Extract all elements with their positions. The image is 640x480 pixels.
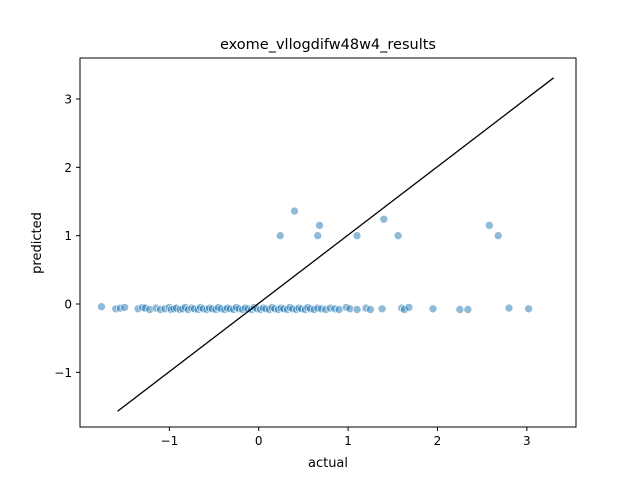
data-point	[504, 303, 514, 313]
data-point	[428, 304, 438, 314]
chart-title: exome_vllogdifw48w4_results	[220, 37, 436, 53]
x-tick-label: 3	[523, 434, 531, 448]
x-tick-label: −1	[161, 434, 179, 448]
x-axis-label: actual	[308, 456, 348, 471]
data-point	[393, 231, 403, 240]
data-point	[290, 206, 299, 216]
data-point	[455, 305, 465, 314]
y-axis-label: predicted	[30, 212, 45, 274]
plot-frame	[79, 57, 577, 428]
data-point	[352, 305, 362, 314]
data-point	[345, 304, 355, 314]
x-tick-label: 1	[344, 434, 352, 448]
y-tick-label: 0	[64, 298, 72, 312]
data-point	[463, 305, 473, 314]
data-point	[275, 231, 285, 240]
data-point	[404, 303, 414, 312]
data-point	[377, 304, 387, 314]
data-point	[485, 221, 494, 230]
x-axis-ticks: −1 0 1 2 3	[161, 427, 531, 448]
data-point	[493, 231, 503, 240]
data-point	[366, 305, 375, 314]
data-point	[313, 231, 323, 240]
data-point	[352, 231, 362, 240]
data-point	[97, 302, 106, 312]
y-tick-label: 2	[64, 161, 72, 175]
data-point	[524, 304, 533, 314]
data-point	[315, 221, 324, 230]
y-tick-label: 3	[64, 93, 72, 107]
data-point	[334, 305, 344, 314]
x-tick-label: 0	[255, 434, 263, 448]
data-point	[379, 214, 389, 224]
points-layer	[97, 206, 533, 314]
y-tick-label: −1	[54, 366, 72, 380]
reference-line	[117, 77, 555, 412]
x-tick-label: 2	[434, 434, 442, 448]
y-axis-ticks: −1 0 1 2 3	[54, 93, 80, 380]
y-tick-label: 1	[64, 229, 72, 243]
data-point	[120, 303, 129, 312]
